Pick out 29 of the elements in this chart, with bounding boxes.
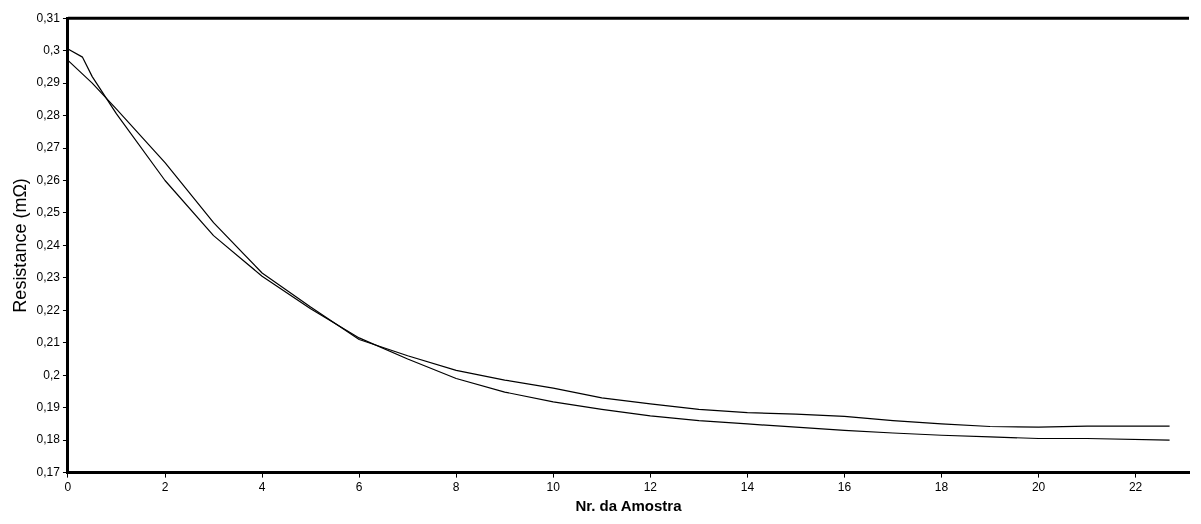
x-tick-label: 16 xyxy=(837,480,852,495)
y-tick-label: 0,27 xyxy=(36,140,61,155)
y-tick-label: 0,17 xyxy=(36,464,61,479)
x-tick-label: 0 xyxy=(64,480,72,495)
y-tick-label: 0,26 xyxy=(36,172,61,187)
y-tick-label: 0,22 xyxy=(36,302,61,317)
y-tick-label: 0,25 xyxy=(36,205,61,220)
x-tick-label: 4 xyxy=(258,480,266,495)
x-tick-label: 14 xyxy=(740,480,755,495)
x-tick-label: 18 xyxy=(934,480,949,495)
y-tick-label: 0,23 xyxy=(36,270,61,285)
y-tick-label: 0,19 xyxy=(36,400,61,414)
x-tick-label: 12 xyxy=(643,480,658,495)
y-axis-title: Resistance (mΩ) xyxy=(9,178,30,313)
x-axis-title: Nr. da Amostra xyxy=(575,497,683,515)
y-tick-label: 0,18 xyxy=(36,432,61,447)
x-tick-label: 10 xyxy=(546,480,561,495)
y-tick-label: 0,31 xyxy=(36,10,61,25)
x-tick-label: 22 xyxy=(1128,480,1143,495)
x-tick-label: 2 xyxy=(161,480,169,495)
y-tick-label: 0,29 xyxy=(36,75,61,90)
y-tick-label: 0,24 xyxy=(36,237,61,252)
y-tick-label: 0,28 xyxy=(36,107,61,122)
x-tick-label: 20 xyxy=(1031,480,1046,495)
x-tick-label: 8 xyxy=(452,480,460,495)
y-tick-label: 0,21 xyxy=(36,335,61,350)
x-tick-label: 6 xyxy=(355,480,363,495)
y-tick-label: 0,2 xyxy=(43,367,61,382)
y-tick-label: 0,3 xyxy=(43,42,61,57)
